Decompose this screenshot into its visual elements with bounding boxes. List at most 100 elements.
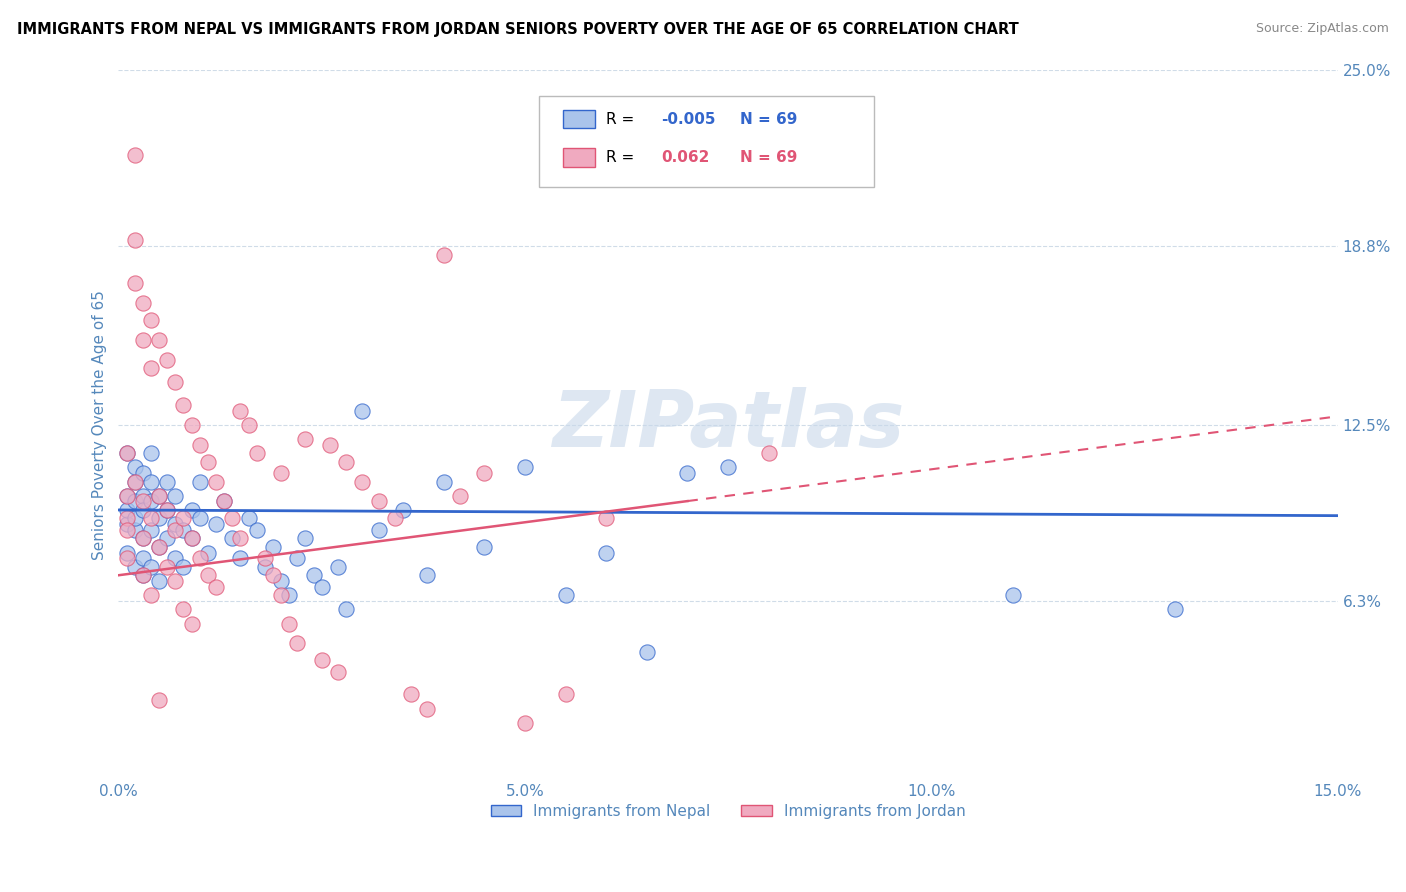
Point xyxy=(449,489,471,503)
Point xyxy=(115,545,138,559)
Point xyxy=(595,545,617,559)
Point xyxy=(115,503,138,517)
Point xyxy=(132,568,155,582)
Point xyxy=(311,653,333,667)
Point xyxy=(139,475,162,489)
Point xyxy=(335,602,357,616)
Point xyxy=(148,693,170,707)
Point xyxy=(148,511,170,525)
Point xyxy=(197,455,219,469)
Point xyxy=(188,551,211,566)
Point xyxy=(392,503,415,517)
Text: N = 69: N = 69 xyxy=(741,112,797,127)
Point xyxy=(311,580,333,594)
Point xyxy=(352,403,374,417)
Text: Source: ZipAtlas.com: Source: ZipAtlas.com xyxy=(1256,22,1389,36)
Point xyxy=(212,494,235,508)
Point xyxy=(132,333,155,347)
Point xyxy=(367,523,389,537)
Point xyxy=(554,688,576,702)
Point xyxy=(115,446,138,460)
Point xyxy=(197,545,219,559)
Point xyxy=(132,494,155,508)
FancyBboxPatch shape xyxy=(564,148,595,167)
Point xyxy=(472,540,495,554)
Point xyxy=(326,559,349,574)
Point xyxy=(513,715,536,730)
Point xyxy=(115,511,138,525)
Point xyxy=(132,532,155,546)
Text: 0.062: 0.062 xyxy=(661,150,710,165)
Point xyxy=(238,511,260,525)
Point xyxy=(262,540,284,554)
Point xyxy=(384,511,406,525)
Point xyxy=(285,636,308,650)
Point xyxy=(156,503,179,517)
Point xyxy=(172,523,194,537)
Point xyxy=(172,559,194,574)
Point xyxy=(165,376,187,390)
Point xyxy=(124,511,146,525)
Point xyxy=(595,511,617,525)
Point xyxy=(148,540,170,554)
Point xyxy=(1164,602,1187,616)
Point xyxy=(156,532,179,546)
Point xyxy=(139,361,162,376)
Point xyxy=(139,588,162,602)
Text: R =: R = xyxy=(606,112,640,127)
Point xyxy=(367,494,389,508)
Point xyxy=(165,551,187,566)
Point xyxy=(148,489,170,503)
Point xyxy=(676,466,699,480)
Text: ZIPatlas: ZIPatlas xyxy=(553,387,904,463)
Point xyxy=(278,616,301,631)
Point xyxy=(139,559,162,574)
Point xyxy=(294,432,316,446)
Point xyxy=(165,517,187,532)
Point xyxy=(172,602,194,616)
Point xyxy=(188,438,211,452)
Point xyxy=(302,568,325,582)
Point xyxy=(165,523,187,537)
Point xyxy=(270,466,292,480)
Point xyxy=(294,532,316,546)
Legend: Immigrants from Nepal, Immigrants from Jordan: Immigrants from Nepal, Immigrants from J… xyxy=(485,798,972,825)
Point xyxy=(156,559,179,574)
Point xyxy=(270,588,292,602)
Point xyxy=(124,475,146,489)
Point xyxy=(124,494,146,508)
Point xyxy=(124,233,146,247)
Point xyxy=(188,511,211,525)
Point xyxy=(180,616,202,631)
Point xyxy=(554,588,576,602)
Point xyxy=(124,475,146,489)
Point xyxy=(148,489,170,503)
Point xyxy=(132,295,155,310)
Point xyxy=(180,532,202,546)
Point xyxy=(229,551,252,566)
Point xyxy=(124,559,146,574)
Point xyxy=(148,540,170,554)
Point xyxy=(285,551,308,566)
Point xyxy=(165,574,187,588)
Point xyxy=(221,532,243,546)
Point xyxy=(139,511,162,525)
Point xyxy=(124,523,146,537)
Point xyxy=(132,503,155,517)
Point xyxy=(433,475,456,489)
Point xyxy=(132,489,155,503)
Point xyxy=(326,665,349,679)
Point xyxy=(180,532,202,546)
Point xyxy=(253,559,276,574)
Point xyxy=(156,352,179,367)
Point xyxy=(229,532,252,546)
Point xyxy=(1001,588,1024,602)
Point xyxy=(212,494,235,508)
Point xyxy=(115,551,138,566)
Point xyxy=(253,551,276,566)
Point xyxy=(238,417,260,432)
Point xyxy=(246,446,269,460)
Point xyxy=(132,568,155,582)
Point xyxy=(352,475,374,489)
Point xyxy=(205,580,228,594)
